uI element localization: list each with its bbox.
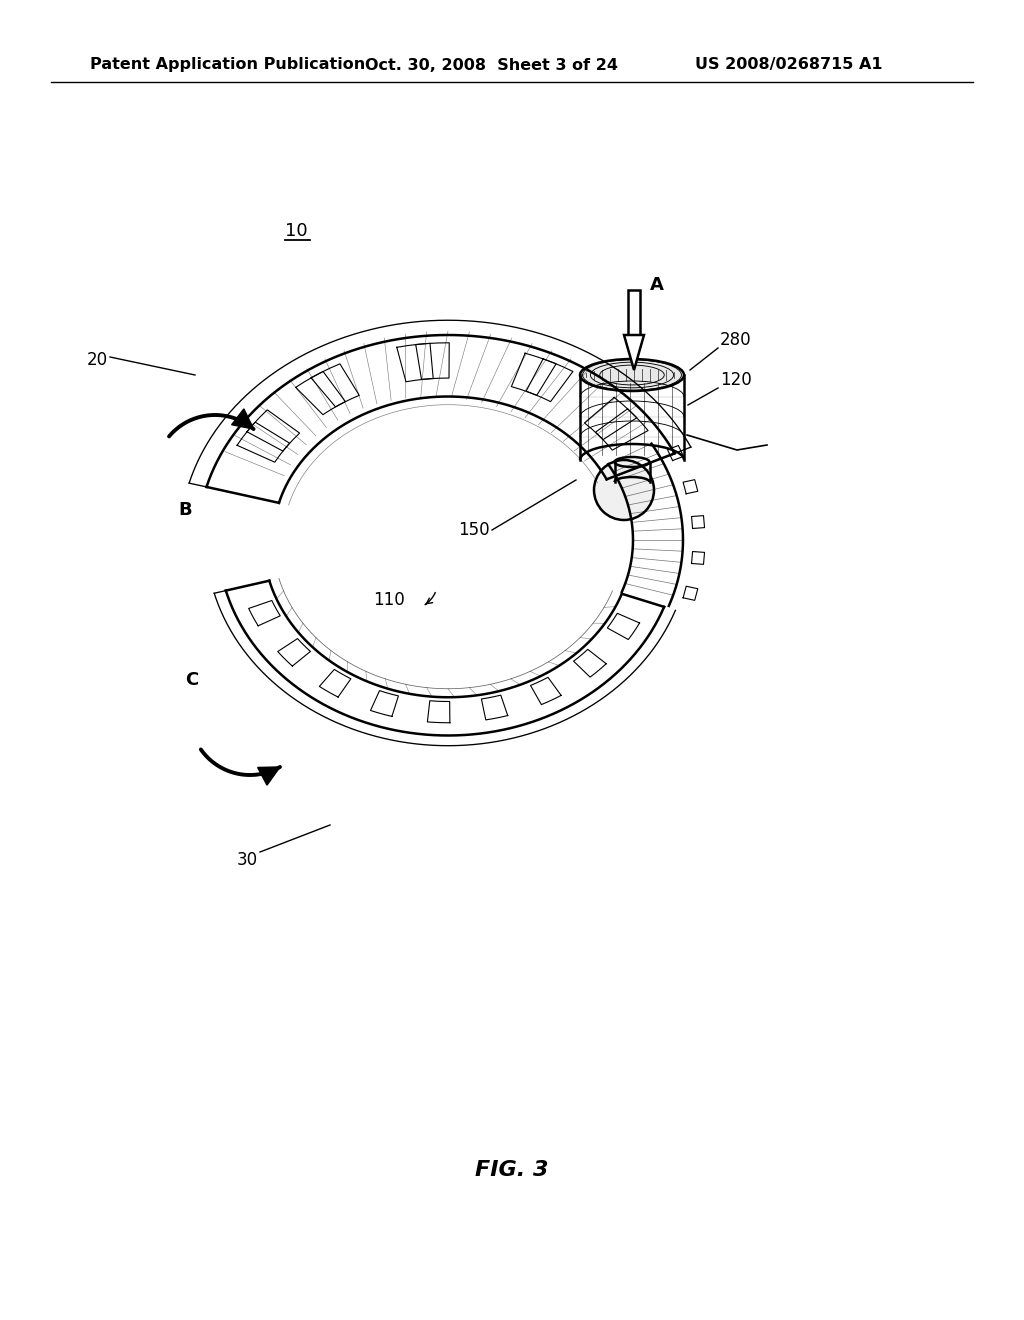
Text: 280: 280 [720, 331, 752, 348]
Text: A: A [650, 276, 664, 294]
Text: 10: 10 [285, 222, 307, 240]
Text: C: C [184, 671, 198, 689]
Bar [628, 290, 640, 335]
Text: FIG. 3: FIG. 3 [475, 1160, 549, 1180]
Text: Patent Application Publication: Patent Application Publication [90, 58, 366, 73]
Text: 110: 110 [374, 591, 406, 609]
Circle shape [594, 459, 654, 520]
Text: US 2008/0268715 A1: US 2008/0268715 A1 [695, 58, 883, 73]
Text: 150: 150 [459, 521, 490, 539]
Text: 120: 120 [720, 371, 752, 389]
Text: 30: 30 [237, 851, 258, 869]
Text: 20: 20 [87, 351, 108, 370]
Polygon shape [258, 767, 280, 785]
Text: Oct. 30, 2008  Sheet 3 of 24: Oct. 30, 2008 Sheet 3 of 24 [365, 58, 618, 73]
Polygon shape [624, 335, 644, 370]
Text: B: B [178, 502, 193, 519]
Ellipse shape [580, 359, 684, 391]
Polygon shape [231, 409, 254, 429]
